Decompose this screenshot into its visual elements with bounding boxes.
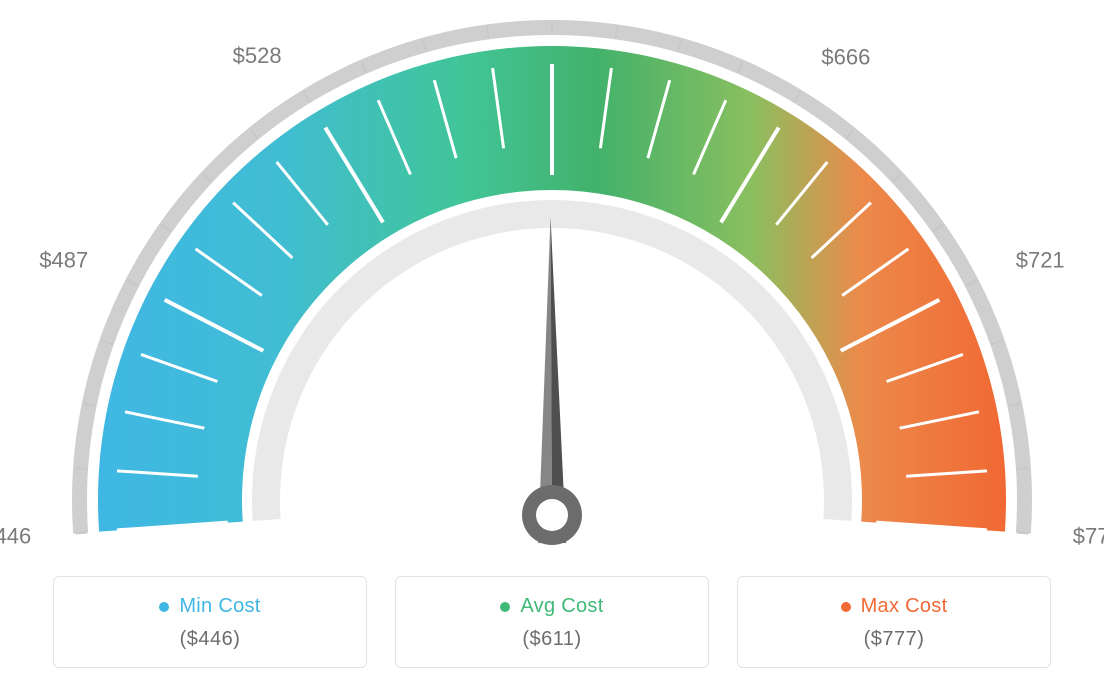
gauge-tick-label: $777 (1073, 523, 1104, 548)
legend-min-label: Min Cost (159, 595, 260, 618)
legend-avg: Avg Cost ($611) (395, 576, 709, 668)
gauge-outer-tick (75, 533, 87, 534)
gauge-outer-minor-tick (1017, 468, 1029, 469)
legend-max-dot-icon (841, 602, 851, 612)
gauge-tick-label: $528 (233, 43, 282, 68)
legend-avg-dot-icon (500, 602, 510, 612)
legend-min-dot-icon (159, 602, 169, 612)
legend-min-value: ($446) (54, 628, 366, 651)
legend-max-label: Max Cost (841, 595, 948, 618)
legend-max-label-text: Max Cost (861, 595, 948, 618)
legend-avg-label-text: Avg Cost (520, 595, 603, 618)
gauge-tick-label: $446 (0, 523, 31, 548)
legend-max: Max Cost ($777) (737, 576, 1051, 668)
gauge-hub-hole (536, 499, 568, 531)
legend-avg-value: ($611) (396, 628, 708, 651)
legend-row: Min Cost ($446) Avg Cost ($611) Max Cost… (0, 576, 1104, 668)
legend-max-value: ($777) (738, 628, 1050, 651)
gauge-outer-tick (1017, 533, 1029, 534)
cost-gauge-chart: $446$487$528$611$666$721$777 Min Cost ($… (0, 0, 1104, 690)
legend-min-label-text: Min Cost (179, 595, 260, 618)
gauge-tick-label: $721 (1016, 247, 1065, 272)
legend-avg-label: Avg Cost (500, 595, 603, 618)
gauge-tick-label: $487 (39, 247, 88, 272)
gauge-outer-minor-tick (75, 468, 87, 469)
gauge-tick-label: $666 (821, 45, 870, 70)
legend-min: Min Cost ($446) (53, 576, 367, 668)
gauge-svg: $446$487$528$611$666$721$777 (0, 0, 1104, 560)
